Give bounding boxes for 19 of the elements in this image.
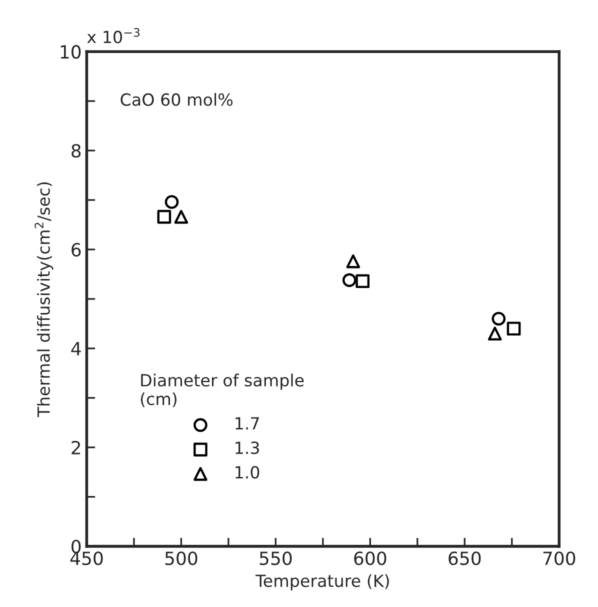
y-tick-label: 10 [60, 45, 81, 59]
x-axis-title: Temperature (K) [255, 574, 389, 590]
annotation: CaO 60 mol% [120, 93, 233, 106]
y-tick-label: 2 [72, 440, 80, 454]
legend-label: 1.3 [236, 442, 259, 454]
legend-label: 1.7 [236, 417, 259, 430]
y-tick-label: 8 [72, 144, 81, 158]
x-tick-label: 650 [448, 551, 481, 566]
text: x 10$^{−3}$ [87, 28, 140, 44]
x-tick-label: 700 [543, 551, 576, 566]
y-tick-label: 4 [71, 342, 81, 356]
legend-label: 1.0 [236, 466, 260, 479]
y-axis-title: Thermal diffusivity(cm$^{2}$/sec) [34, 182, 54, 418]
y-tick-label: 6 [72, 242, 81, 257]
x-tick-label: 500 [165, 551, 198, 566]
x-tick-label: 600 [354, 551, 386, 566]
x-tick-label: 550 [260, 551, 292, 566]
x-tick-label: 450 [70, 551, 103, 566]
legend-title: Diameter of sample (cm) [140, 374, 304, 408]
